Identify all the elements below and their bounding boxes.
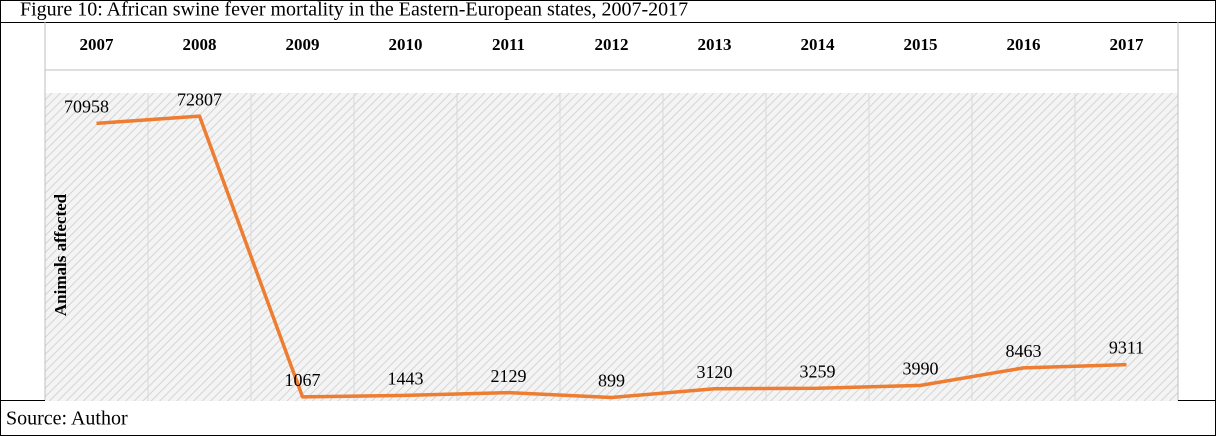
data-label: 9311 [1109, 338, 1144, 358]
plot-background [45, 93, 1178, 401]
x-tick-label: 2012 [595, 35, 629, 54]
chart-title: Figure 10: African swine fever mortality… [20, 0, 688, 21]
x-tick-label: 2014 [801, 35, 836, 54]
data-label: 72807 [177, 89, 222, 109]
data-label: 1067 [285, 370, 321, 390]
data-label: 8463 [1006, 341, 1042, 361]
x-tick-label: 2013 [698, 35, 732, 54]
x-tick-label: 2010 [389, 35, 423, 54]
source: Source: Author [6, 408, 128, 430]
x-tick-label: 2011 [492, 35, 525, 54]
data-label: 3259 [800, 361, 836, 381]
line [96, 114, 1127, 400]
x-tick-label: 2016 [1007, 35, 1041, 54]
x-tick-label: 2007 [80, 35, 115, 54]
x-tick-label: 2009 [286, 35, 320, 54]
data-label: 1443 [388, 368, 424, 388]
data-label: 2129 [491, 366, 527, 386]
data-label: 3990 [903, 359, 939, 379]
x-tick-label: 2008 [183, 35, 217, 54]
data-label: 899 [598, 371, 625, 391]
x-tick-label: 2017 [1110, 35, 1145, 54]
data-label: 3120 [697, 362, 733, 382]
data-label: 70958 [64, 97, 109, 117]
y-axis-label: Animals affected [51, 193, 70, 316]
x-tick-label: 2015 [904, 35, 938, 54]
